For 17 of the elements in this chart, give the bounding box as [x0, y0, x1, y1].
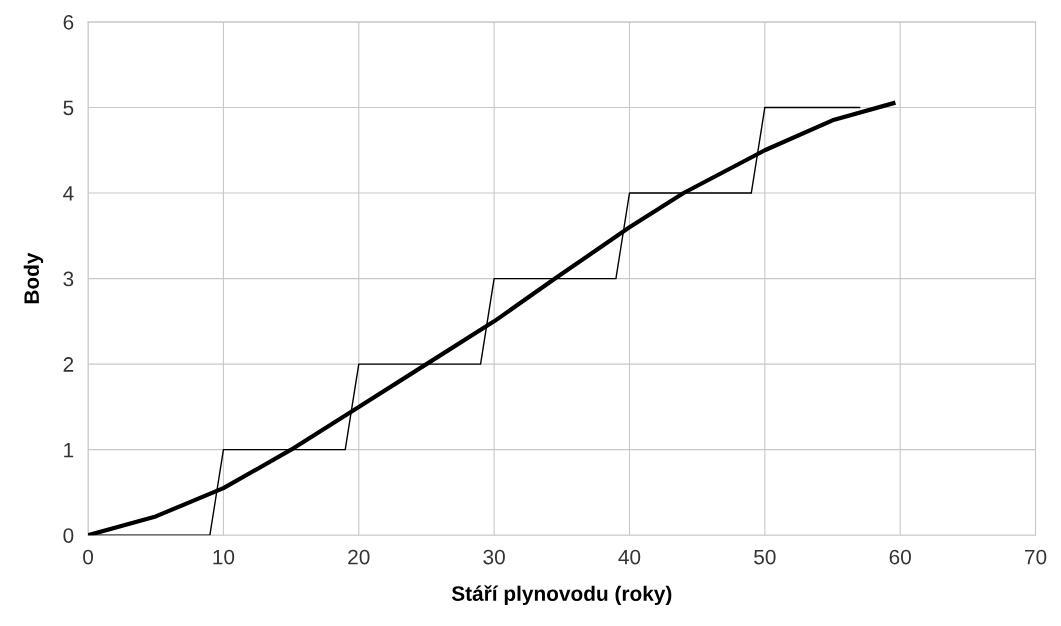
- x-tick-label: 70: [1025, 549, 1047, 565]
- x-tick-label: 60: [889, 549, 911, 565]
- y-axis-title: Body: [23, 252, 44, 304]
- x-tick-label: 40: [618, 549, 641, 565]
- y-tick-label: 1: [64, 442, 74, 458]
- y-tick-label: 6: [63, 14, 74, 30]
- y-tick-label: 5: [63, 100, 74, 116]
- x-tick-label: 10: [213, 549, 235, 565]
- x-tick-label: 20: [348, 549, 370, 565]
- y-tick-label: 2: [63, 357, 74, 372]
- y-tick-label: 0: [63, 528, 74, 543]
- y-tick-label: 4: [63, 186, 74, 201]
- x-axis-title: Stáří plynovodu (roky): [451, 585, 672, 606]
- x-tick-label: 30: [483, 549, 505, 565]
- y-tick-label: 3: [63, 271, 74, 287]
- x-tick-label: 0: [83, 549, 94, 565]
- x-tick-label: 50: [754, 549, 776, 565]
